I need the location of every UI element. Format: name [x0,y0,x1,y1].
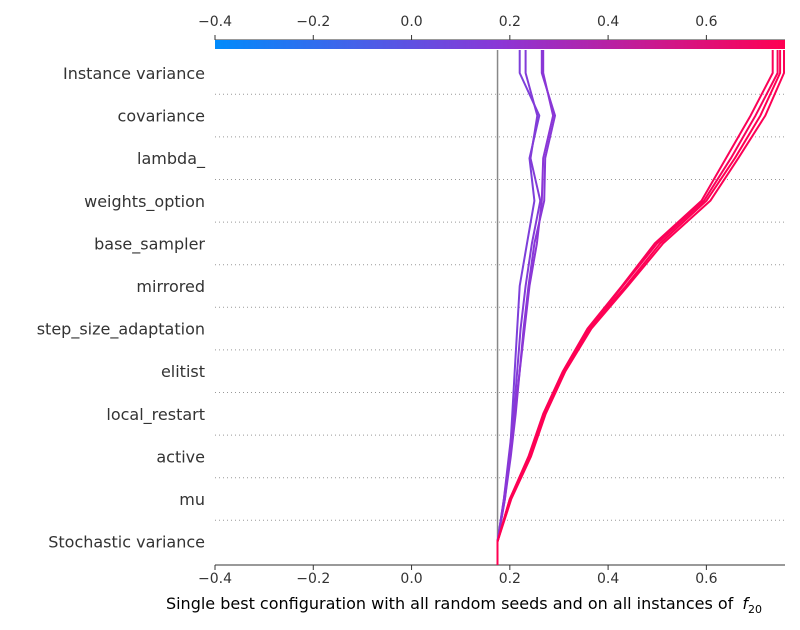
feature-label: mirrored [136,277,205,296]
bottom-tick-label: 0.6 [695,571,717,587]
feature-label: Instance variance [63,64,205,83]
feature-label: mu [179,490,205,509]
x-axis-label-subscript: 20 [748,603,762,616]
bottom-tick-label: 0.4 [597,571,619,587]
decision-paths [496,50,785,565]
color-bar [215,40,785,49]
feature-label: weights_option [84,192,205,212]
bottom-tick-label: 0.0 [400,571,422,587]
top-tick-label: 0.0 [400,14,422,30]
bottom-x-axis: −0.4 −0.2 0.0 0.2 0.4 0.6 [198,564,785,587]
top-tick-label: 0.2 [499,14,521,30]
top-x-axis: −0.4 −0.2 0.0 0.2 0.4 0.6 [198,14,785,41]
feature-labels: Instance variance covariance lambda_weight… [37,64,206,552]
x-axis-label-symbol: f [742,594,750,613]
top-tick-label: −0.4 [198,14,232,30]
top-tick-label: −0.2 [296,14,330,30]
feature-label: elitist [161,362,205,381]
decision-path-line [496,50,555,565]
top-tick-label: 0.6 [695,14,717,30]
bottom-tick-label: −0.4 [198,571,232,587]
top-tick-label: 0.4 [597,14,619,30]
feature-label: base_sampler [94,234,205,254]
bottom-tick-label: −0.2 [296,571,330,587]
feature-label: step_size_adaptation [37,320,205,340]
x-axis-label: Single best configuration with all rando… [166,594,762,616]
x-axis-label-text: Single best configuration with all rando… [166,594,734,613]
row-grid [215,93,785,521]
bottom-tick-label: 0.2 [499,571,521,587]
decision-path-line [496,50,785,565]
feature-label: covariance [118,107,205,126]
feature-label: lambda_ [137,149,206,169]
decision-path-line [496,50,782,565]
feature-label: Stochastic variance [48,533,205,552]
feature-label: active [156,447,205,466]
feature-label: local_restart [106,405,205,425]
